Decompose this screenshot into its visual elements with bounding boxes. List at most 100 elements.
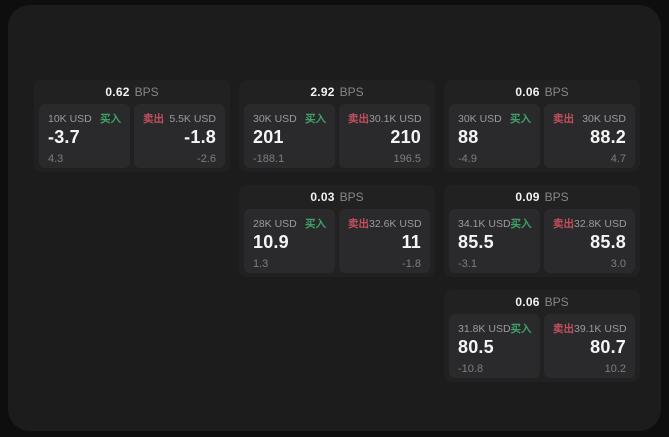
buy-delta: 4.3 [48,152,64,165]
sell-side-label: 卖出 [143,113,164,125]
buy-price: 10.9 [253,232,289,252]
quote-card: 0.03 BPS 28K USD 买入 10.9 1.3 卖出 32.6K US… [239,185,435,277]
buy-panel[interactable]: 30K USD 买入 201 -188.1 [244,104,335,168]
buy-amount: 30K USD [253,112,297,125]
bps-unit-label: BPS [544,190,569,204]
buy-sell-panels: 30K USD 买入 201 -188.1 卖出 30.1K USD 210 1… [239,104,435,168]
buy-amount: 34.1K USD [458,217,511,230]
buy-amount: 28K USD [253,217,297,230]
buy-panel-top: 30K USD 买入 [458,111,531,126]
bps-value: 2.92 [310,85,335,99]
sell-delta: 3.0 [610,257,626,270]
sell-amount: 30.1K USD [369,112,422,125]
buy-sell-panels: 10K USD 买入 -3.7 4.3 卖出 5.5K USD -1.8 -2.… [34,104,230,168]
buy-panel-top: 10K USD 买入 [48,111,121,126]
sell-panel-top: 卖出 32.8K USD [553,216,627,231]
bps-header: 0.03 BPS [239,185,435,209]
buy-side-label: 买入 [510,113,531,125]
bps-header: 0.09 BPS [444,185,640,209]
sell-side-label: 卖出 [348,113,369,125]
bps-header: 0.06 BPS [444,290,640,314]
sell-amount: 30K USD [582,112,626,125]
bps-unit-label: BPS [339,190,364,204]
sell-panel-top: 卖出 5.5K USD [143,111,216,126]
sell-amount: 32.8K USD [574,217,627,230]
sell-price: 88.2 [590,127,626,147]
sell-side-label: 卖出 [553,113,574,125]
sell-panel[interactable]: 卖出 30K USD 88.2 4.7 [544,104,635,168]
buy-side-label: 买入 [100,113,121,125]
buy-side-label: 买入 [305,218,326,230]
bps-unit-label: BPS [339,85,364,99]
bps-unit-label: BPS [544,85,569,99]
sell-price: 80.7 [590,337,626,357]
sell-delta: 10.2 [604,362,626,375]
bps-value: 0.03 [310,190,335,204]
buy-sell-panels: 34.1K USD 买入 85.5 -3.1 卖出 32.8K USD 85.8… [444,209,640,273]
sell-panel[interactable]: 卖出 32.8K USD 85.8 3.0 [544,209,635,273]
buy-panel[interactable]: 10K USD 买入 -3.7 4.3 [39,104,130,168]
buy-amount: 30K USD [458,112,502,125]
sell-amount: 5.5K USD [169,112,216,125]
quote-card: 0.06 BPS 30K USD 买入 88 -4.9 卖出 30K USD 8… [444,80,640,172]
buy-panel-top: 31.8K USD 买入 [458,321,532,336]
sell-panel[interactable]: 卖出 5.5K USD -1.8 -2.6 [134,104,225,168]
bps-value: 0.06 [515,295,540,309]
buy-side-label: 买入 [510,218,532,230]
buy-delta: -3.1 [458,257,477,270]
sell-amount: 39.1K USD [574,322,627,335]
sell-side-label: 卖出 [553,323,574,335]
buy-price: 201 [253,127,284,147]
bps-value: 0.06 [515,85,540,99]
sell-side-label: 卖出 [553,218,574,230]
sell-panel[interactable]: 卖出 30.1K USD 210 196.5 [339,104,430,168]
buy-price: 80.5 [458,337,494,357]
sell-price: -1.8 [184,127,216,147]
sell-panel-top: 卖出 39.1K USD [553,321,627,336]
buy-amount: 31.8K USD [458,322,511,335]
bps-header: 0.06 BPS [444,80,640,104]
buy-panel-top: 30K USD 买入 [253,111,326,126]
sell-delta: -1.8 [402,257,421,270]
buy-sell-panels: 28K USD 买入 10.9 1.3 卖出 32.6K USD 11 -1.8 [239,209,435,273]
buy-sell-panels: 30K USD 买入 88 -4.9 卖出 30K USD 88.2 4.7 [444,104,640,168]
buy-amount: 10K USD [48,112,92,125]
buy-panel[interactable]: 30K USD 买入 88 -4.9 [449,104,540,168]
buy-panel[interactable]: 31.8K USD 买入 80.5 -10.8 [449,314,540,378]
quote-card: 0.62 BPS 10K USD 买入 -3.7 4.3 卖出 5.5K USD… [34,80,230,172]
sell-delta: 4.7 [610,152,626,165]
sell-panel-top: 卖出 32.6K USD [348,216,422,231]
buy-price: 88 [458,127,479,147]
bps-value: 0.62 [105,85,130,99]
buy-price: -3.7 [48,127,80,147]
buy-side-label: 买入 [510,323,532,335]
buy-panel[interactable]: 28K USD 买入 10.9 1.3 [244,209,335,273]
bps-header: 0.62 BPS [34,80,230,104]
sell-panel-top: 卖出 30.1K USD [348,111,422,126]
sell-panel[interactable]: 卖出 32.6K USD 11 -1.8 [339,209,430,273]
sell-amount: 32.6K USD [369,217,422,230]
sell-price: 85.8 [590,232,626,252]
buy-delta: -188.1 [253,152,285,165]
buy-panel[interactable]: 34.1K USD 买入 85.5 -3.1 [449,209,540,273]
quote-card: 0.09 BPS 34.1K USD 买入 85.5 -3.1 卖出 32.8K… [444,185,640,277]
buy-delta: -4.9 [458,152,477,165]
bps-unit-label: BPS [134,85,159,99]
buy-delta: 1.3 [253,257,269,270]
sell-panel[interactable]: 卖出 39.1K USD 80.7 10.2 [544,314,635,378]
sell-price: 11 [401,232,421,252]
sell-price: 210 [390,127,421,147]
buy-panel-top: 28K USD 买入 [253,216,326,231]
buy-price: 85.5 [458,232,494,252]
sell-panel-top: 卖出 30K USD [553,111,626,126]
buy-side-label: 买入 [305,113,326,125]
quote-card: 0.06 BPS 31.8K USD 买入 80.5 -10.8 卖出 39.1… [444,290,640,382]
buy-panel-top: 34.1K USD 买入 [458,216,532,231]
sell-delta: -2.6 [197,152,216,165]
buy-sell-panels: 31.8K USD 买入 80.5 -10.8 卖出 39.1K USD 80.… [444,314,640,378]
buy-delta: -10.8 [458,362,484,375]
sell-delta: 196.5 [393,152,421,165]
bps-value: 0.09 [515,190,540,204]
